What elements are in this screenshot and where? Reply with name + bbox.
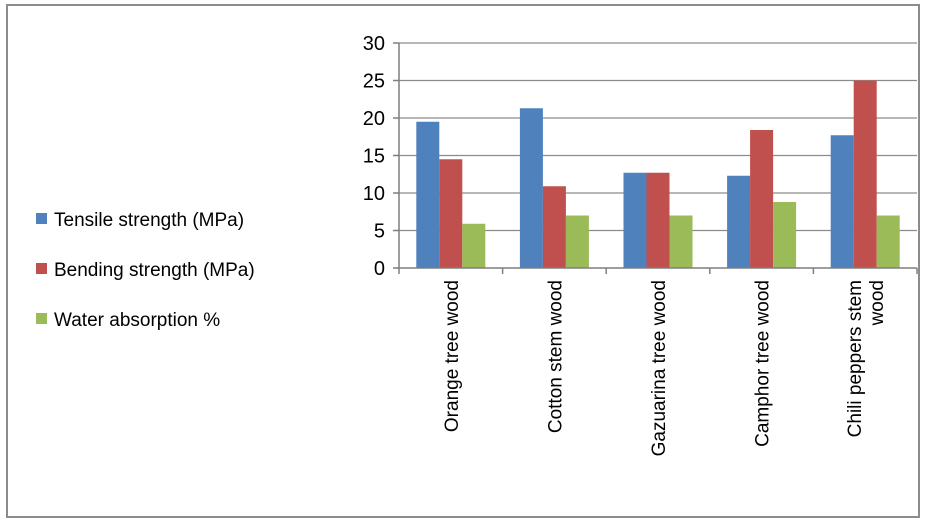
legend: Tensile strength (MPa) Bending strength (… [36,210,255,331]
legend-label-tensile-strength-mpa: Tensile strength (MPa) [54,210,244,231]
bar-bending-strength-mpa-4 [853,80,877,268]
category-label-line: Chili peppers stem [845,280,866,437]
bar-tensile-strength-mpa-0 [416,121,440,268]
bar-bending-strength-mpa-1 [542,186,566,268]
bar-chart: 0 5 10 15 20 25 30 Orange tree wood Cotton stem… [36,33,918,456]
y-tick-label: 5 [374,221,385,243]
category-label-line: Gazuarina tree wood [649,280,670,456]
legend-label-bending-strength-mpa: Bending strength (MPa) [54,260,255,281]
category-label: Camphor tree wood [753,280,774,447]
category-label: Chili peppers stemwood [845,280,888,437]
bar-tensile-strength-mpa-1 [519,108,543,268]
gridlines [399,42,917,232]
category-label: Gazuarina tree wood [649,280,670,456]
bar-tensile-strength-mpa-3 [727,175,751,268]
bar-tensile-strength-mpa-4 [830,135,854,268]
bar-water-absorption-3 [773,202,797,268]
legend-swatch-tensile-strength-mpa [36,213,47,224]
y-tick-label: 15 [363,146,385,168]
legend-swatch-bending-strength-mpa [36,263,47,274]
bar-water-absorption-1 [565,215,589,268]
bar-bending-strength-mpa-0 [439,159,463,268]
y-tick-label: 20 [363,108,385,130]
category-label-line: Camphor tree wood [753,280,774,447]
bar-water-absorption-4 [876,215,900,268]
category-label-line: wood [867,280,888,326]
legend-swatch-water-absorption [36,313,47,324]
axes [393,42,918,274]
bar-bending-strength-mpa-2 [646,172,670,268]
y-tick-label: 25 [363,71,385,93]
bar-water-absorption-0 [462,223,486,268]
category-label: Cotton stem wood [545,280,566,433]
bar-bending-strength-mpa-3 [750,130,774,268]
y-tick-label: 0 [374,258,385,280]
bar-tensile-strength-mpa-2 [623,172,647,268]
y-tick-label: 30 [363,33,385,55]
chart-frame: 0 5 10 15 20 25 30 Orange tree wood Cotton stem… [6,4,920,518]
category-label-line: Cotton stem wood [545,280,566,433]
legend-label-water-absorption: Water absorption % [54,310,220,331]
bars [416,80,900,268]
category-label: Orange tree wood [442,280,463,432]
bar-water-absorption-2 [669,215,693,268]
category-label-line: Orange tree wood [442,280,463,432]
y-tick-label: 10 [363,183,385,205]
x-category-labels: Orange tree wood Cotton stem wood Gazuarin… [442,280,888,456]
y-tick-labels: 0 5 10 15 20 25 30 [363,33,385,280]
